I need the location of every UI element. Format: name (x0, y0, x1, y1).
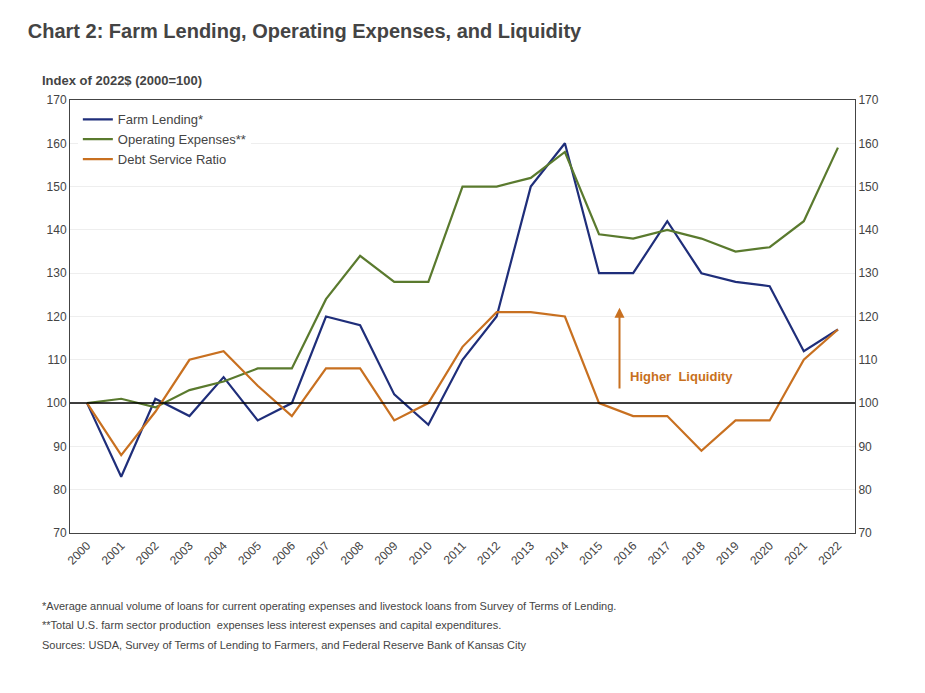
svg-text:160: 160 (858, 137, 878, 151)
svg-text:2019: 2019 (713, 539, 742, 568)
svg-text:2000: 2000 (65, 539, 94, 568)
svg-text:2013: 2013 (508, 539, 537, 568)
svg-text:*Average annual volume of loan: *Average annual volume of loans for curr… (42, 600, 616, 612)
svg-text:110: 110 (858, 353, 877, 367)
svg-text:100: 100 (47, 396, 67, 410)
svg-text:100: 100 (858, 396, 878, 410)
svg-text:2002: 2002 (133, 539, 162, 568)
svg-text:140: 140 (858, 223, 878, 237)
svg-text:130: 130 (47, 266, 67, 280)
svg-text:90: 90 (858, 440, 872, 454)
svg-text:Farm Lending*: Farm Lending* (118, 112, 203, 127)
svg-text:140: 140 (47, 223, 67, 237)
svg-text:80: 80 (53, 483, 67, 497)
svg-text:70: 70 (53, 526, 67, 540)
svg-text:2006: 2006 (269, 539, 298, 568)
svg-text:160: 160 (47, 137, 67, 151)
svg-text:150: 150 (858, 180, 878, 194)
svg-text:130: 130 (858, 266, 878, 280)
svg-text:2017: 2017 (645, 539, 674, 568)
svg-text:**Total U.S. farm sector produ: **Total U.S. farm sector production expe… (42, 619, 501, 631)
svg-text:Higher Liquidity: Higher Liquidity (630, 369, 733, 384)
svg-text:70: 70 (858, 526, 872, 540)
svg-text:2003: 2003 (167, 539, 196, 568)
svg-text:120: 120 (858, 310, 878, 324)
svg-text:2011: 2011 (441, 539, 469, 567)
svg-text:170: 170 (858, 93, 878, 107)
svg-text:2020: 2020 (747, 539, 776, 568)
svg-text:Operating Expenses**: Operating Expenses** (118, 132, 246, 147)
svg-text:2009: 2009 (372, 539, 401, 568)
svg-text:120: 120 (47, 310, 67, 324)
svg-text:2004: 2004 (201, 539, 230, 568)
svg-text:Index of 2022$ (2000=100): Index of 2022$ (2000=100) (42, 73, 202, 88)
svg-text:2022: 2022 (816, 539, 845, 568)
svg-text:2005: 2005 (235, 539, 264, 568)
svg-text:2014: 2014 (542, 539, 571, 568)
svg-text:2015: 2015 (577, 539, 606, 568)
svg-text:2007: 2007 (304, 539, 333, 568)
svg-text:2010: 2010 (406, 539, 435, 568)
svg-text:Sources: USDA, Survey of Terms: Sources: USDA, Survey of Terms of Lendin… (42, 639, 527, 651)
svg-text:2018: 2018 (679, 539, 708, 568)
svg-text:2008: 2008 (338, 539, 367, 568)
svg-text:2021: 2021 (781, 539, 810, 568)
svg-text:2016: 2016 (611, 539, 640, 568)
svg-text:Chart 2: Farm Lending, Operati: Chart 2: Farm Lending, Operating Expense… (28, 20, 582, 42)
svg-text:Debt Service Ratio: Debt Service Ratio (118, 152, 226, 167)
svg-text:80: 80 (858, 483, 872, 497)
svg-text:90: 90 (53, 440, 67, 454)
svg-text:170: 170 (47, 93, 67, 107)
svg-text:110: 110 (47, 353, 66, 367)
svg-text:2012: 2012 (474, 539, 503, 568)
svg-text:150: 150 (47, 180, 67, 194)
svg-text:2001: 2001 (99, 539, 128, 568)
